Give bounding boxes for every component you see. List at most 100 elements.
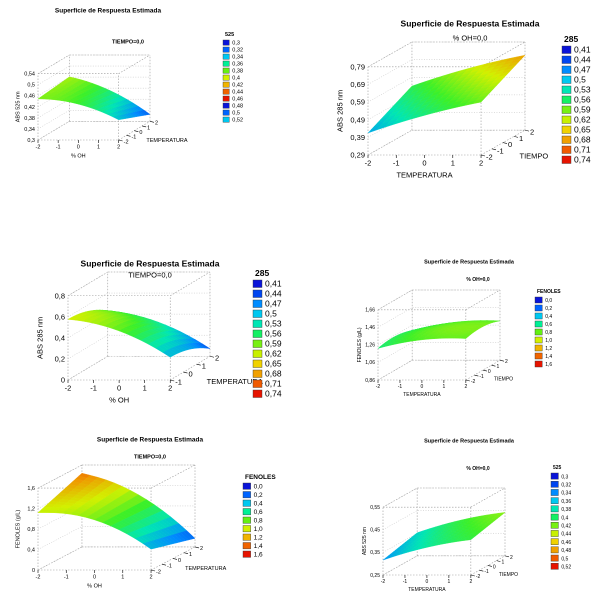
x-tick-label: 0	[426, 579, 429, 585]
legend-label: 0,68	[574, 135, 591, 145]
x-tick-label: 0	[93, 575, 96, 581]
surface-patch	[472, 98, 485, 105]
legend-swatch	[242, 542, 251, 550]
y-axis-label: TIEMPO	[499, 572, 518, 578]
x-tick-label: -1	[64, 575, 69, 581]
y-tick	[524, 129, 530, 132]
y-tick-label: -2	[476, 574, 481, 580]
y-axis-label: TEMPERATURA	[185, 566, 226, 572]
legend-title: 285	[255, 268, 269, 278]
chart-panel-3: Superficie de Respuesta Estimada TIEMPO=0…	[36, 259, 282, 405]
grid-line	[37, 121, 150, 141]
legend-swatch	[550, 538, 559, 545]
legend-label: 1,6	[545, 362, 552, 368]
z-tick-label: 0,55	[370, 505, 380, 511]
chart-title: Superficie de Respuesta Estimada	[424, 260, 515, 266]
grid-line	[367, 59, 525, 85]
legend-swatch	[222, 39, 230, 46]
z-tick-label: 0,2	[55, 355, 65, 364]
grid-line	[37, 87, 150, 108]
grid-line	[37, 464, 195, 489]
legend-label: 0,38	[561, 507, 571, 513]
x-tick-label: 0	[117, 384, 121, 393]
y-axis-label: TIEMPO	[494, 377, 513, 383]
legend-label: 0,34	[561, 491, 571, 497]
chart-subtitle: % OH=0,0	[466, 277, 489, 283]
box-edge	[470, 487, 506, 508]
legend-swatch	[534, 312, 543, 320]
y-tick	[480, 154, 486, 157]
y-tick	[209, 355, 215, 358]
y-tick	[172, 558, 178, 560]
legend-label: 0,4	[254, 501, 263, 508]
x-tick-label: -2	[65, 384, 72, 393]
z-tick-label: 0,42	[24, 105, 35, 111]
y-tick-label: -1	[484, 569, 489, 575]
legend-swatch	[561, 75, 572, 84]
legend-swatch	[561, 125, 572, 134]
legend-label: 0,74	[574, 155, 591, 165]
grid-line	[67, 334, 210, 360]
z-tick-label: 0	[61, 376, 65, 385]
legend-label: 0,8	[545, 330, 552, 336]
legend-swatch	[242, 508, 251, 516]
x-tick-label: 2	[168, 384, 172, 393]
y-tick	[487, 565, 492, 567]
y-tick-label: -2	[156, 569, 161, 575]
legend-swatch	[252, 349, 263, 358]
legend-label: 0,47	[574, 65, 591, 75]
legend-swatch	[550, 546, 559, 554]
legend-swatch	[550, 489, 559, 496]
legend-swatch	[222, 109, 230, 116]
chart-subtitle: % OH=0,0	[453, 34, 488, 43]
grid-line	[37, 65, 150, 85]
legend-label: 0,68	[265, 369, 282, 379]
y-tick	[194, 546, 200, 549]
legend-swatch	[252, 289, 263, 298]
legend-label: 0,6	[545, 322, 552, 328]
legend-swatch	[252, 359, 263, 368]
y-tick-label: -2	[471, 379, 476, 385]
legend-label: 0,71	[265, 379, 282, 389]
box-edge	[150, 464, 196, 489]
legend-label: 0,34	[232, 55, 243, 61]
legend-label: 0,3	[232, 41, 240, 47]
legend-label: 0,8	[254, 518, 263, 525]
legend-swatch	[534, 344, 543, 352]
box-edge	[377, 289, 413, 311]
z-axis-label: ABS 285 nm	[36, 317, 45, 359]
legend-label: 0,53	[265, 319, 282, 329]
legend-swatch	[242, 533, 251, 541]
legend-label: 0,4	[561, 515, 568, 521]
y-tick	[491, 364, 496, 367]
chart-panel-6: Superficie de Respuesta Estimada % OH=0,0…	[362, 439, 571, 594]
x-tick-label: -2	[376, 384, 381, 390]
z-tick-label: 0,3	[27, 138, 35, 144]
legend-label: 0,44	[232, 90, 243, 96]
z-tick-label: 1,06	[365, 360, 375, 366]
z-tick-label: 0,4	[27, 547, 35, 553]
x-tick-label: 2	[464, 384, 467, 390]
legend-label: 0,47	[265, 299, 282, 309]
chart-panel-2: Superficie de Respuesta Estimada % OH=0,0…	[336, 19, 591, 180]
x-tick-label: -2	[36, 575, 41, 581]
y-tick	[502, 142, 508, 144]
chart-title: Superficie de Respuesta Estimada	[401, 19, 540, 29]
x-tick-label: -2	[381, 579, 386, 585]
chart-title: Superficie de Respuesta Estimada	[81, 259, 220, 269]
y-tick-label: -2	[124, 139, 129, 145]
grid-line	[37, 54, 150, 74]
legend-label: 0,59	[265, 339, 282, 349]
z-tick-label: 0,49	[350, 115, 365, 124]
chart-panel-1: Superficie de Respuesta Estimada TIEMPO=0…	[15, 8, 243, 160]
grid-line	[67, 271, 210, 296]
legend-swatch	[534, 296, 543, 304]
legend-label: 1,2	[545, 346, 552, 352]
legend-label: 1,0	[254, 526, 263, 533]
y-tick-label: 0	[488, 369, 491, 375]
legend-label: 1,6	[254, 552, 263, 559]
legend-swatch	[222, 74, 230, 81]
legend-label: 0,4	[545, 314, 552, 320]
legend-label: 0,56	[265, 329, 282, 339]
